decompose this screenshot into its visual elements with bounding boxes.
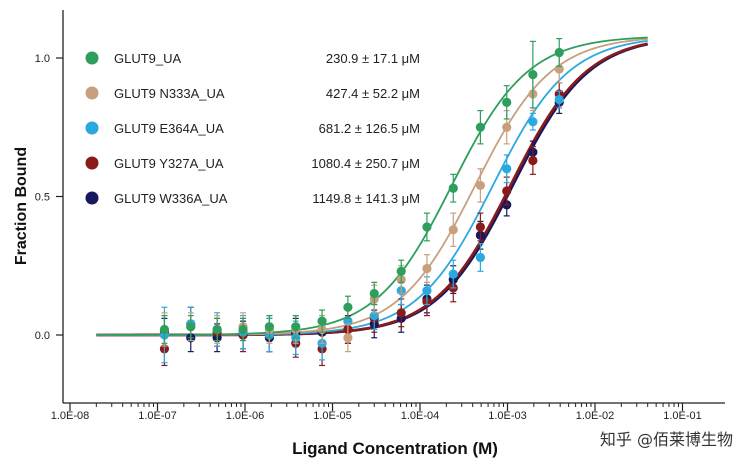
x-axis-title: Ligand Concentration (M)	[292, 439, 498, 458]
data-point	[212, 324, 222, 335]
legend-marker	[85, 51, 99, 65]
data-point	[502, 97, 512, 107]
y-tick-label: 0.0	[35, 330, 50, 342]
data-point	[422, 286, 432, 296]
data-point	[475, 180, 485, 191]
x-tick-label: 1.0E-07	[138, 410, 177, 422]
legend-series-name: GLUT9_UA	[114, 51, 182, 66]
data-point	[528, 155, 538, 166]
data-point	[528, 117, 538, 127]
data-point	[343, 333, 353, 343]
x-tick-label: 1.0E-03	[488, 410, 527, 422]
data-point	[554, 94, 564, 105]
data-point	[554, 47, 564, 58]
legend: GLUT9_UA 230.9 ± 17.1 μM GLUT9 N333A_UA 427…	[85, 51, 420, 206]
x-tick-label: 1.0E-08	[51, 410, 90, 422]
x-tick-label: 1.0E-04	[401, 410, 440, 422]
legend-kd-value: 230.9 ± 17.1 μM	[326, 51, 420, 66]
y-tick-label: 1.0	[35, 53, 50, 65]
x-tick-label: 1.0E-06	[226, 410, 265, 422]
data-points	[159, 38, 564, 367]
data-point	[528, 70, 538, 80]
data-point	[502, 164, 512, 174]
legend-series-name: GLUT9 Y327A_UA	[114, 156, 224, 171]
legend-kd-value: 681.2 ± 126.5 μM	[319, 121, 420, 136]
data-point	[475, 252, 485, 263]
data-point	[343, 302, 353, 312]
legend-marker	[85, 86, 99, 100]
x-tick-label: 1.0E-02	[576, 410, 615, 422]
data-point	[159, 324, 170, 335]
data-point	[448, 183, 458, 193]
legend-kd-value: 427.4 ± 52.2 μM	[326, 86, 420, 101]
legend-series-name: GLUT9 W336A_UA	[114, 191, 228, 206]
data-point	[448, 225, 458, 235]
legend-kd-value: 1080.4 ± 250.7 μM	[311, 156, 420, 171]
data-point	[502, 122, 512, 132]
data-point	[186, 322, 196, 332]
y-tick-label: 0.5	[35, 192, 50, 204]
legend-marker	[85, 156, 99, 170]
legend-marker	[85, 191, 99, 205]
legend-kd-value: 1149.8 ± 141.3 μM	[312, 191, 420, 206]
x-tick-label: 1.0E-05	[313, 410, 352, 422]
watermark-text: 知乎 @佰莱博生物	[600, 430, 733, 449]
data-point	[502, 186, 512, 196]
data-point	[291, 322, 301, 332]
data-point	[448, 269, 458, 279]
data-point	[396, 308, 406, 318]
legend-series-name: GLUT9 E364A_UA	[114, 121, 224, 136]
legend-marker	[85, 121, 99, 135]
data-point	[475, 222, 485, 232]
data-point	[238, 324, 248, 335]
data-point	[422, 263, 432, 274]
data-point	[475, 122, 485, 132]
data-point	[422, 222, 432, 232]
legend-series-name: GLUT9 N333A_UA	[114, 86, 225, 101]
data-point	[369, 288, 379, 299]
y-axis-ticks: 0.0 0.5 1.0	[35, 53, 63, 342]
data-point	[396, 266, 406, 276]
x-tick-label: 1.0E-01	[663, 410, 702, 422]
data-point	[264, 322, 274, 332]
x-axis-ticks: 1.0E-08 1.0E-07 1.0E-06 1.0E-05 1.0E-04 1.0E-…	[51, 403, 702, 422]
y-axis-title: Fraction Bound	[13, 147, 30, 265]
data-point	[317, 316, 327, 326]
